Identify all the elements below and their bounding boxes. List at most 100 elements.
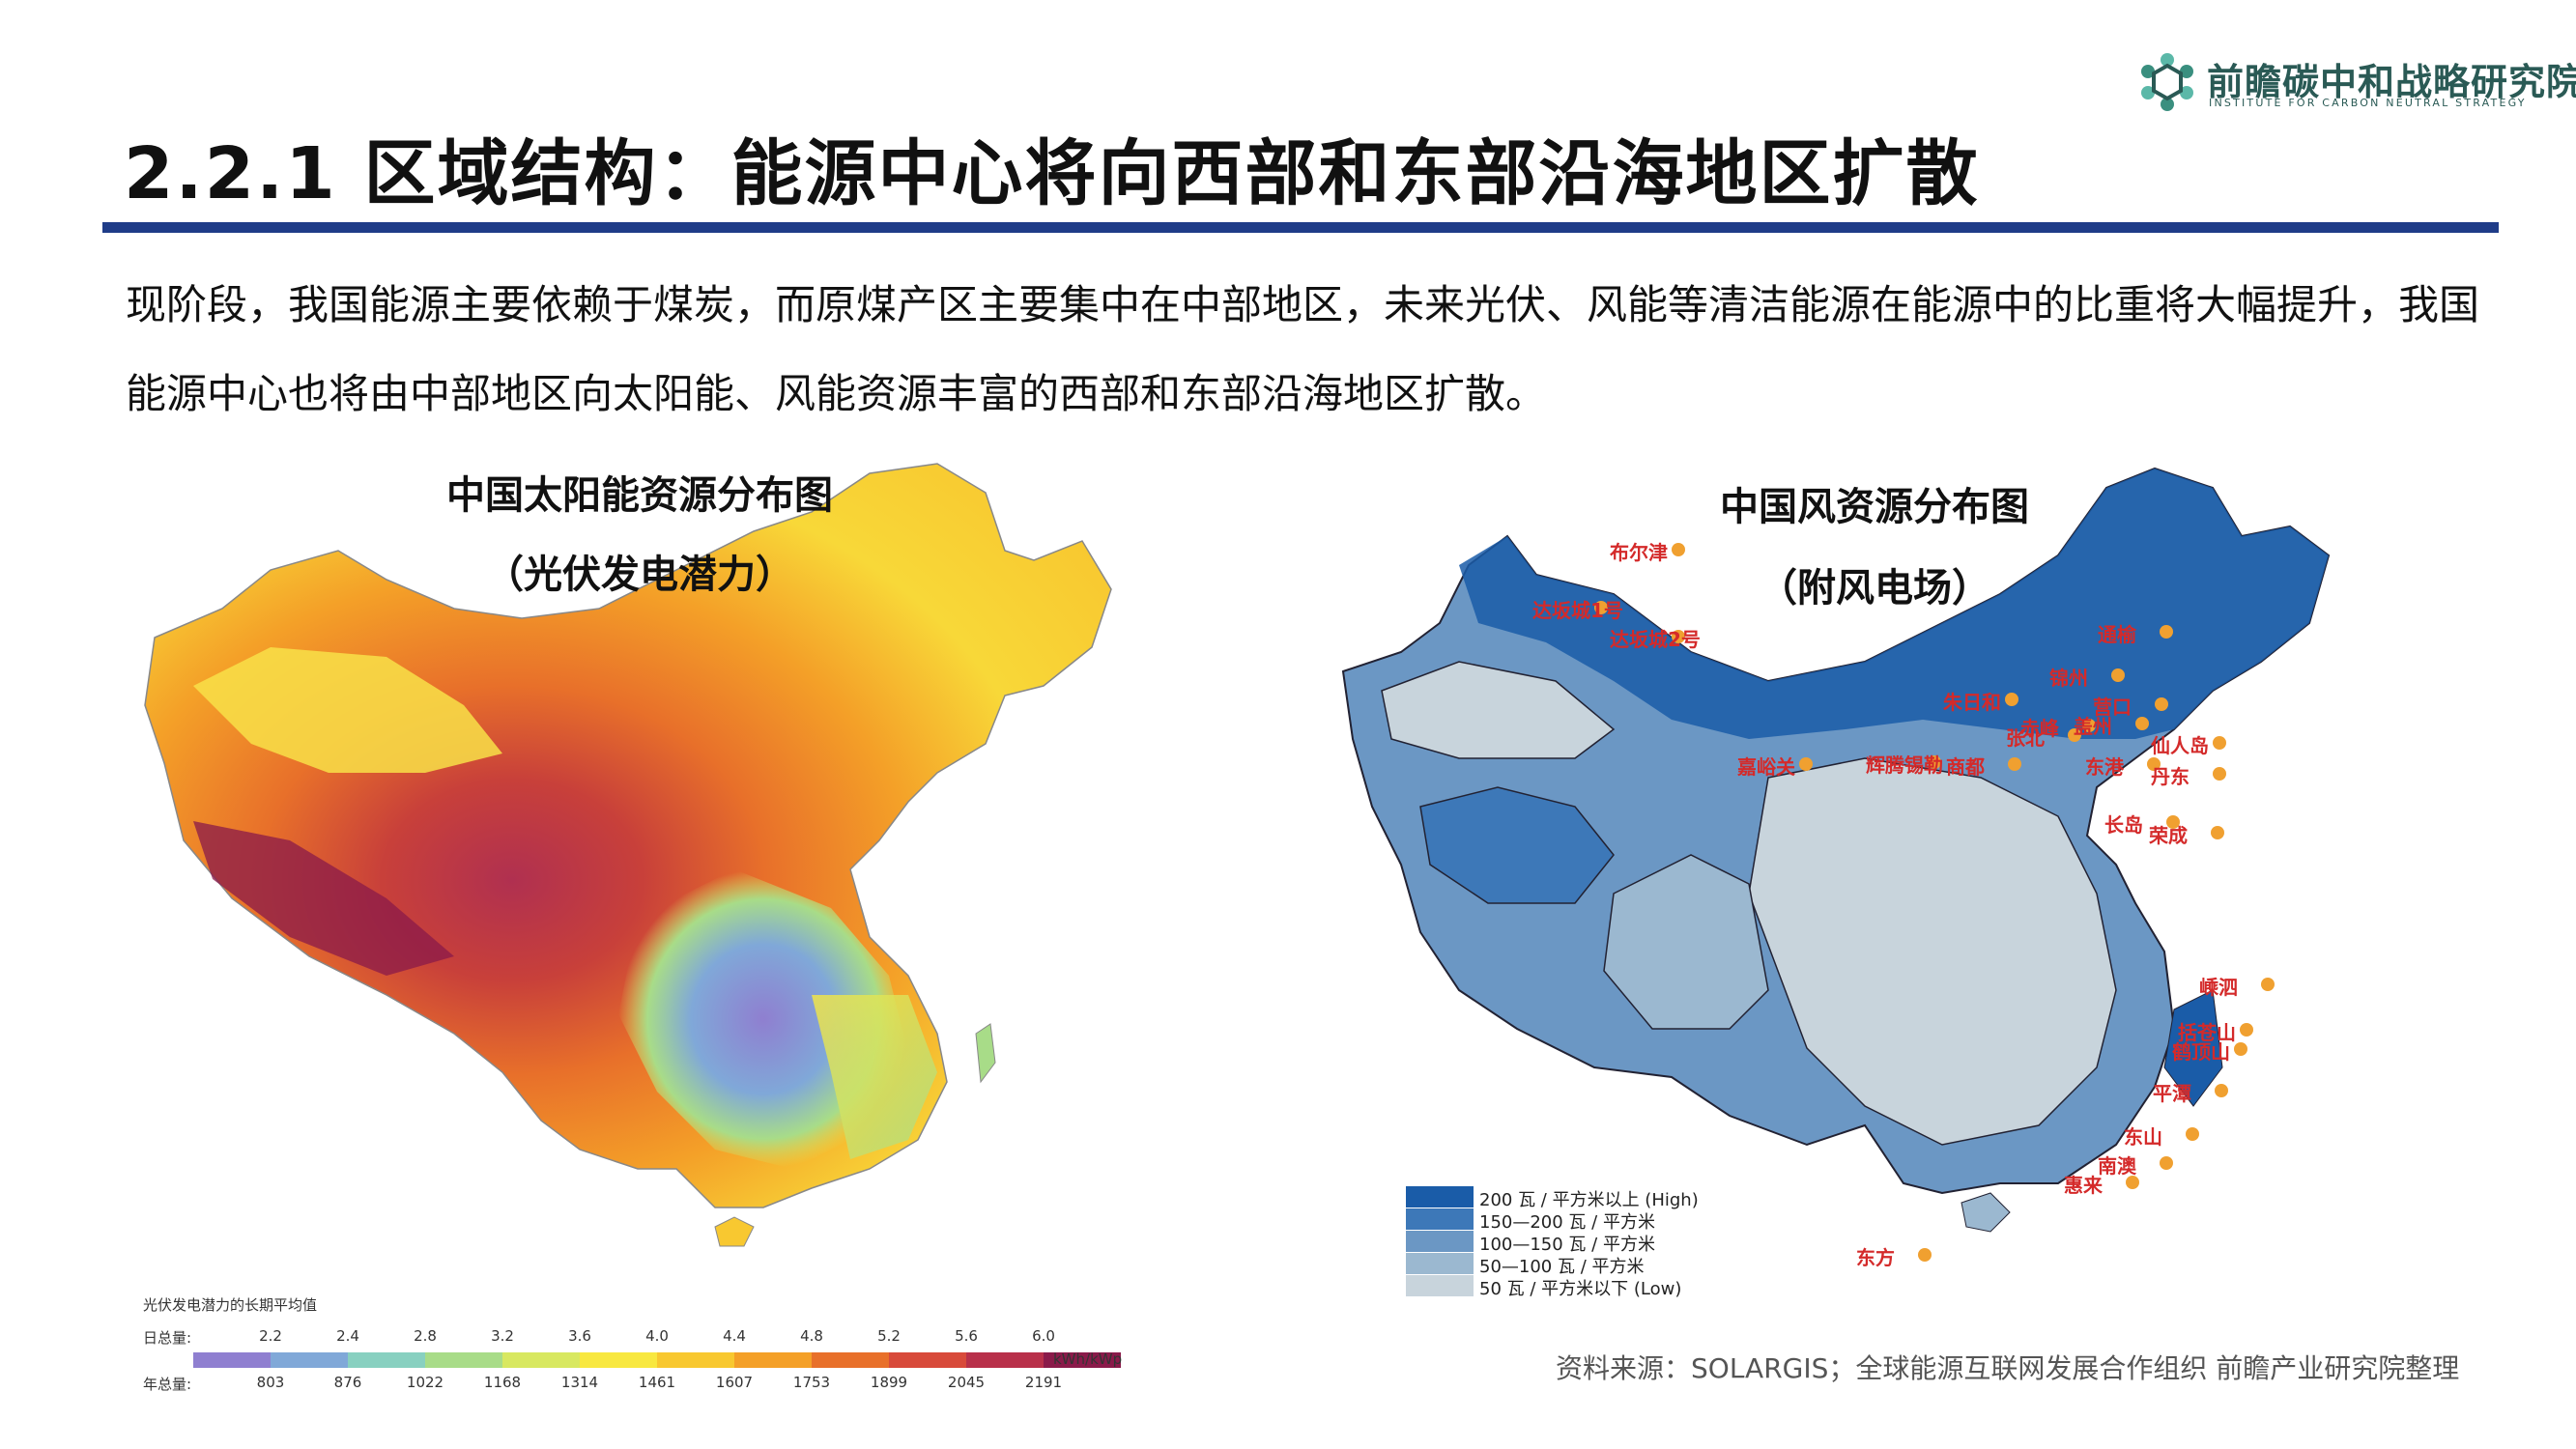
wind-farm-marker xyxy=(2068,728,2081,742)
title-underline xyxy=(102,222,2499,233)
wind-farm-marker xyxy=(2261,978,2275,991)
wind-farm-label: 商都 xyxy=(1946,755,1985,779)
solar-color-scale xyxy=(193,1352,1121,1368)
wind-farm-marker xyxy=(2213,736,2226,750)
solar-scale-swatch xyxy=(734,1352,812,1368)
daily-tick-label: 5.6 xyxy=(955,1327,978,1345)
solar-map-title: 中国太阳能资源分布图 xyxy=(446,473,833,518)
solar-scale-swatch xyxy=(348,1352,425,1368)
yearly-tick-label: 2045 xyxy=(947,1374,986,1391)
wind-legend-item: 150—200 瓦 / 平方米 xyxy=(1406,1208,1773,1233)
wind-legend-label: 150—200 瓦 / 平方米 xyxy=(1479,1212,1655,1233)
wind-farm-label: 营口 xyxy=(2093,696,2132,719)
wind-legend-item: 50 瓦 / 平方米以下 (Low) xyxy=(1406,1275,1773,1299)
solar-scale-swatch xyxy=(502,1352,580,1368)
daily-tick-label: 6.0 xyxy=(1032,1327,1055,1345)
wind-farm-label: 惠来 xyxy=(2064,1174,2103,1197)
wind-legend-label: 200 瓦 / 平方米以上 (High) xyxy=(1479,1190,1699,1210)
solar-scale-swatch xyxy=(271,1352,348,1368)
yearly-tick-label: 803 xyxy=(256,1374,285,1391)
daily-tick-label: 4.4 xyxy=(723,1327,746,1345)
wind-farm-marker xyxy=(1799,757,1813,771)
yearly-tick-label: 1022 xyxy=(406,1374,444,1391)
wind-farm-marker xyxy=(2111,668,2125,682)
wind-farm-label: 盖州 xyxy=(2074,715,2112,738)
solar-legend: 光伏发电潜力的长期平均值 日总量: 年总量: 2.2 2.4 2.8 3.2 3.6 4.… xyxy=(143,1294,1148,1401)
hexagon-logo-icon xyxy=(2141,53,2193,111)
yearly-tick-label: 1168 xyxy=(483,1374,522,1391)
yearly-tick-label: 1461 xyxy=(638,1374,676,1391)
solar-legend-title: 光伏发电潜力的长期平均值 xyxy=(143,1296,318,1314)
wind-farm-marker xyxy=(1928,755,1941,769)
solar-scale-swatch xyxy=(966,1352,1044,1368)
wind-legend-swatch xyxy=(1406,1253,1474,1274)
logo-name-cn: 前瞻碳中和战略研究院 xyxy=(2207,61,2576,103)
wind-legend-swatch xyxy=(1406,1208,1474,1230)
wind-farm-marker xyxy=(2008,757,2021,771)
wind-farm-label: 平潭 xyxy=(2153,1082,2191,1105)
solar-scale-swatch xyxy=(193,1352,271,1368)
wind-legend: 200 瓦 / 平方米以上 (High) 150—200 瓦 / 平方米 100—1… xyxy=(1406,1186,1773,1302)
wind-farm-marker xyxy=(2215,1084,2228,1097)
wind-farm-label: 丹东 xyxy=(2151,765,2190,788)
yearly-total-label: 年总量: xyxy=(143,1376,192,1393)
wind-farm-label: 赤峰 xyxy=(2020,717,2059,740)
wind-farm-marker xyxy=(2147,757,2161,771)
intro-paragraph: 现阶段，我国能源主要依赖于煤炭，而原煤产区主要集中在中部地区，未来光伏、风能等清… xyxy=(126,281,2480,417)
wind-farm-label: 辉腾锡勒 xyxy=(1866,753,1943,777)
wind-map-title: 中国风资源分布图 xyxy=(1720,485,2029,529)
wind-farm-label: 东山 xyxy=(2124,1125,2162,1149)
daily-tick-label: 4.0 xyxy=(645,1327,669,1345)
solar-scale-swatch xyxy=(1044,1352,1121,1368)
wind-farm-marker xyxy=(2126,1176,2139,1189)
wind-farm-label: 东港 xyxy=(2085,755,2124,779)
wind-farm-marker xyxy=(2240,1023,2253,1037)
wind-farm-marker xyxy=(2160,625,2173,639)
wind-farm-label: 达坂城2号 xyxy=(1610,628,1701,651)
wind-farm-label: 南澳 xyxy=(2098,1154,2136,1178)
wind-farm-label: 张北 xyxy=(2006,726,2045,750)
wind-farm-marker xyxy=(2213,767,2226,781)
daily-tick-label: 2.4 xyxy=(336,1327,359,1345)
wind-farm-label: 鹤顶山 xyxy=(2172,1040,2230,1064)
wind-farm-label: 布尔津 xyxy=(1610,541,1668,564)
wind-farm-marker xyxy=(2234,1042,2247,1056)
solar-map-subtitle: （光伏发电潜力） xyxy=(485,553,794,597)
wind-farm-marker xyxy=(2155,697,2168,711)
wind-farm-label: 荣成 xyxy=(2149,824,2188,847)
wind-farm-marker xyxy=(2135,717,2149,730)
wind-legend-swatch xyxy=(1406,1186,1474,1208)
solar-scale-swatch xyxy=(425,1352,502,1368)
solar-unit: kWh/kWp xyxy=(1053,1350,1123,1368)
yearly-tick-label: 2191 xyxy=(1024,1374,1063,1391)
wind-legend-swatch xyxy=(1406,1275,1474,1296)
solar-scale-swatch xyxy=(657,1352,734,1368)
wind-farm-label: 朱日和 xyxy=(1943,691,2001,714)
wind-farm-marker xyxy=(2166,815,2180,829)
wind-legend-item: 100—150 瓦 / 平方米 xyxy=(1406,1231,1773,1255)
wind-farm-label: 括苍山 xyxy=(2178,1021,2236,1044)
daily-tick-label: 2.2 xyxy=(259,1327,282,1345)
wind-legend-item: 200 瓦 / 平方米以上 (High) xyxy=(1406,1186,1773,1210)
daily-tick-label: 5.2 xyxy=(877,1327,901,1345)
wind-farm-marker xyxy=(2186,1127,2199,1141)
solar-resource-map xyxy=(135,454,1131,1285)
yearly-tick-label: 1314 xyxy=(560,1374,599,1391)
yearly-tick-label: 1753 xyxy=(792,1374,831,1391)
wind-farm-label: 锦州 xyxy=(2049,667,2088,690)
wind-farm-marker xyxy=(1594,601,1608,614)
source-note: 资料来源：SOLARGIS；全球能源互联网发展合作组织 前瞻产业研究院整理 xyxy=(1556,1352,2460,1384)
wind-legend-label: 50—100 瓦 / 平方米 xyxy=(1479,1257,1645,1277)
wind-farm-label: 东方 xyxy=(1856,1246,1895,1269)
wind-farm-label: 达坂城1号 xyxy=(1532,599,1623,622)
wind-farm-label: 通榆 xyxy=(2098,623,2136,646)
yearly-tick-label: 876 xyxy=(333,1374,362,1391)
wind-farm-label: 嘉峪关 xyxy=(1737,755,1795,779)
daily-tick-label: 3.2 xyxy=(491,1327,514,1345)
wind-farm-marker xyxy=(1672,543,1685,556)
wind-legend-label: 100—150 瓦 / 平方米 xyxy=(1479,1235,1655,1255)
daily-tick-label: 2.8 xyxy=(414,1327,437,1345)
wind-farm-marker xyxy=(2211,826,2224,839)
solar-scale-swatch xyxy=(889,1352,966,1368)
wind-farm-marker xyxy=(2160,1156,2173,1170)
